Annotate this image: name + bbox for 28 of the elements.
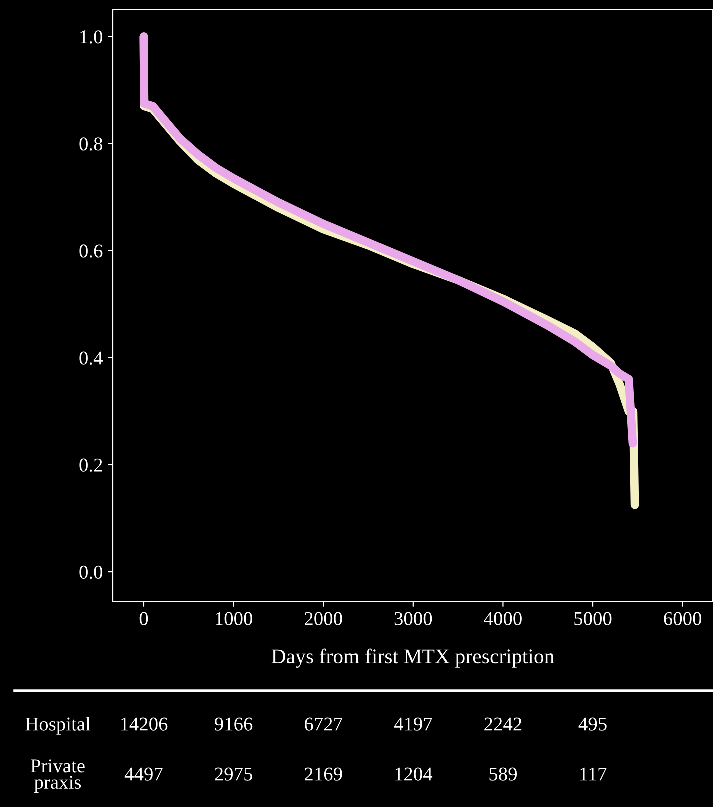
text: 4197 [394,718,432,731]
text: 2242 [484,718,522,731]
y-tick-label: 0.2 [80,458,102,472]
text: 1204 [396,768,433,781]
y-tick-label: 0.8 [80,138,103,151]
text: 2169 [305,768,342,781]
x-tick-label: 6000 [664,612,702,626]
text: 4497 [124,768,163,781]
y-tick-label: 0.6 [80,244,103,258]
y-tick-label: 0.0 [80,566,103,580]
text: Hospital [26,717,91,735]
text: 589 [490,768,517,781]
x-axis-title: Days from first MTX prescription [272,648,554,668]
x-tick-label: 5000 [574,612,612,626]
text: 117 [580,768,607,781]
x-tick-label: 4000 [484,612,522,626]
text: 6727 [304,718,342,731]
text: 495 [578,718,607,731]
x-tick-label: 1000 [216,612,252,626]
text: 14206 [121,718,168,731]
x-tick-label: 0 [140,612,148,626]
y-tick-label: 0.4 [80,352,103,365]
y-tick-label: 1.0 [80,30,103,44]
text: 9166 [214,718,253,731]
x-tick-label: 3000 [394,612,432,626]
text: Private praxis [31,760,85,793]
x-tick-label: 2000 [305,612,342,626]
text: 2975 [215,768,252,781]
